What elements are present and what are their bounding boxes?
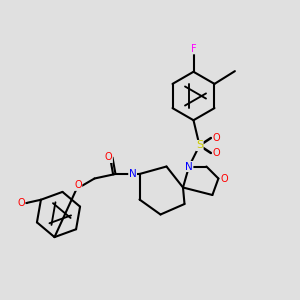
Text: O: O: [105, 152, 112, 163]
Text: S: S: [196, 140, 203, 151]
Text: O: O: [212, 133, 220, 143]
Text: O: O: [212, 148, 220, 158]
Text: F: F: [191, 44, 196, 54]
Text: N: N: [129, 169, 136, 179]
Text: O: O: [220, 173, 228, 184]
Text: O: O: [74, 180, 82, 190]
Text: O: O: [17, 198, 25, 208]
Text: N: N: [185, 161, 193, 172]
